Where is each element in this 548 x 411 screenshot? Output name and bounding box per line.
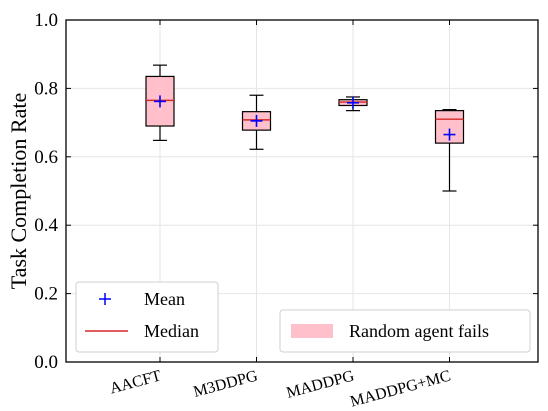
box-m3ddpg — [241, 94, 272, 150]
box-maddpg — [338, 96, 368, 112]
y-tick-label: 0.2 — [34, 284, 58, 305]
y-tick-label: 1.0 — [34, 10, 58, 31]
legend-mean-label: Mean — [144, 289, 185, 309]
legend-median-entry: Median — [85, 321, 199, 341]
legend-random: Random agent fails — [279, 309, 531, 353]
box-aacft — [145, 64, 175, 141]
y-axis-label: Task Completion Rate — [6, 93, 31, 289]
y-tick-label: 0.8 — [34, 78, 58, 99]
x-tick-label: AACFT — [108, 367, 163, 397]
legend-random-label: Random agent fails — [349, 321, 489, 341]
legend-median-label: Median — [144, 321, 199, 341]
legend-main: Mean Median — [75, 281, 219, 353]
y-tick-label: 0.6 — [34, 147, 58, 168]
x-tick-label: MADDPG — [285, 367, 357, 401]
box-maddpg-mc — [434, 109, 465, 192]
legend-main-box — [75, 281, 219, 353]
legend-mean-entry: Mean — [99, 289, 185, 309]
plot-frame — [65, 19, 539, 363]
y-axis-ticks: 0.0 0.2 0.4 0.6 0.8 1.0 — [34, 10, 538, 373]
y-tick-label: 0.0 — [34, 352, 58, 373]
legend-random-box — [279, 309, 531, 353]
legend-random-swatch — [291, 324, 333, 338]
x-tick-label: M3DDPG — [192, 367, 260, 401]
y-tick-label: 0.4 — [34, 215, 58, 236]
boxes-layer — [145, 64, 465, 192]
x-tick-label: MADDPG+MC — [348, 367, 452, 410]
